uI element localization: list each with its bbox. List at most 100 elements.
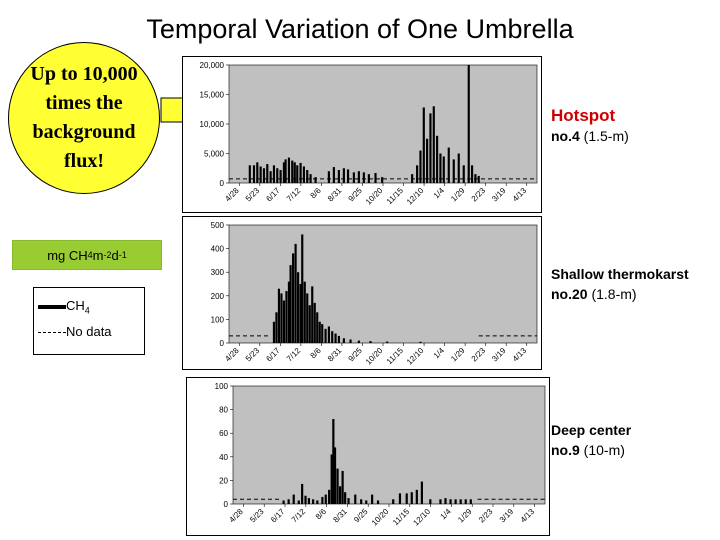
x-tick-label: 11/15 <box>385 186 405 206</box>
units-d-exp: -1 <box>118 250 127 260</box>
bar <box>439 499 442 504</box>
bar <box>282 300 286 343</box>
bar <box>269 171 272 183</box>
bar <box>419 150 422 183</box>
y-tick-label: 0 <box>220 339 225 348</box>
bar <box>301 483 304 504</box>
bar <box>381 177 384 183</box>
y-tick-label: 0 <box>220 179 225 188</box>
x-tick-label: 3/19 <box>490 186 508 204</box>
y-tick-label: 40 <box>219 453 228 462</box>
bar <box>439 153 442 183</box>
bar <box>386 341 389 343</box>
units-m: m <box>92 247 104 263</box>
x-tick-label: 8/6 <box>309 346 324 361</box>
bar <box>342 338 345 343</box>
bar <box>357 171 360 183</box>
bar <box>362 172 365 183</box>
bar <box>376 500 380 504</box>
y-tick-label: 100 <box>211 315 225 324</box>
units-label: mg CH 4 m -2 d -1 <box>12 240 162 270</box>
bar <box>416 165 419 183</box>
x-tick-label: 2/23 <box>470 186 488 204</box>
bar <box>321 324 324 343</box>
label-hotspot: Hotspot no.4 (1.5-m) <box>551 106 629 146</box>
bar <box>442 156 445 183</box>
bar <box>318 321 321 343</box>
bar <box>429 499 432 504</box>
y-tick-label: 200 <box>211 292 225 301</box>
x-tick-label: 10/20 <box>370 507 391 528</box>
bar <box>275 312 278 343</box>
bar <box>419 341 422 343</box>
bar <box>405 493 408 504</box>
bar <box>277 288 281 343</box>
x-tick-label: 1/4 <box>432 346 447 361</box>
label-deep: Deep center no.9 (10-m) <box>551 420 631 460</box>
bar <box>464 499 467 504</box>
x-tick-label: 1/4 <box>432 186 447 201</box>
bar <box>337 335 340 343</box>
page-title: Temporal Variation of One Umbrella <box>146 14 574 44</box>
plot-area <box>232 385 546 505</box>
bar <box>287 499 290 504</box>
bar <box>330 454 333 504</box>
x-tick-label: 12/10 <box>405 186 426 207</box>
bar <box>467 65 470 183</box>
bar <box>349 339 352 343</box>
bar <box>369 341 372 343</box>
bar <box>337 170 340 183</box>
bar <box>287 157 291 183</box>
x-tick-label: 1/29 <box>449 186 467 204</box>
x-tick-label: 6/17 <box>269 507 287 525</box>
bar <box>327 171 330 183</box>
bar <box>324 328 327 343</box>
bar <box>346 169 350 183</box>
label-shallow-id: no.20 <box>551 286 588 302</box>
y-tick-label: 5,000 <box>204 150 225 159</box>
legend-item-nodata: No data <box>38 324 112 339</box>
units-d: d <box>111 247 119 263</box>
label-hotspot-id: no.4 <box>551 128 580 144</box>
bar <box>301 234 304 343</box>
x-tick-label: 12/10 <box>405 346 426 367</box>
bar <box>331 331 334 343</box>
label-deep-name: Deep center <box>551 422 632 438</box>
bar <box>293 162 296 183</box>
y-tick-label: 20 <box>219 476 228 485</box>
x-tick-label: 6/17 <box>264 346 282 364</box>
x-tick-label: 5/23 <box>244 346 262 364</box>
bar <box>432 106 435 183</box>
chart-hotspot-svg: 0 5,000 10,000 15,000 20,000 4/28 5/23 6/17 7/12… <box>200 61 538 207</box>
bar <box>332 167 335 183</box>
x-tick-label: 7/12 <box>290 507 308 525</box>
plot-area <box>228 64 538 184</box>
x-tick-label: 10/20 <box>364 186 385 207</box>
x-tick-label: 8/31 <box>331 507 349 525</box>
plot-area <box>228 224 538 344</box>
bar <box>252 165 256 183</box>
bar <box>256 162 259 183</box>
bar <box>410 492 413 504</box>
bar <box>297 500 300 504</box>
bar <box>266 164 269 183</box>
x-tick-label: 11/15 <box>385 346 405 366</box>
label-hotspot-name: Hotspot <box>551 106 616 125</box>
bar <box>282 162 286 183</box>
bar <box>470 165 474 183</box>
bar <box>285 291 288 343</box>
y-tick-label: 15,000 <box>200 91 225 100</box>
bar <box>292 494 295 504</box>
chart-shallow: 0 100 200 300 400 500 4/28 5/23 6/17 7/12 8/6 8/31 9… <box>182 216 542 370</box>
x-tick-label: 3/19 <box>498 507 516 525</box>
bar <box>352 172 355 183</box>
y-tick-label: 500 <box>211 221 225 230</box>
bar <box>291 160 294 183</box>
units-prefix: mg CH <box>47 247 88 263</box>
x-tick-label: 2/23 <box>477 507 495 525</box>
bar <box>429 113 432 183</box>
bar <box>299 284 302 343</box>
bar <box>367 174 370 183</box>
y-tick-label: 60 <box>219 429 228 438</box>
legend-item-ch4: CH4 <box>38 298 90 316</box>
